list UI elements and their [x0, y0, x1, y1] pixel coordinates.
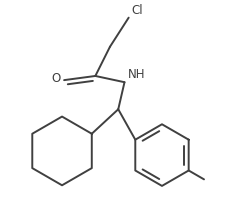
Text: NH: NH: [128, 68, 145, 81]
Text: O: O: [52, 71, 61, 85]
Text: Cl: Cl: [132, 4, 143, 17]
